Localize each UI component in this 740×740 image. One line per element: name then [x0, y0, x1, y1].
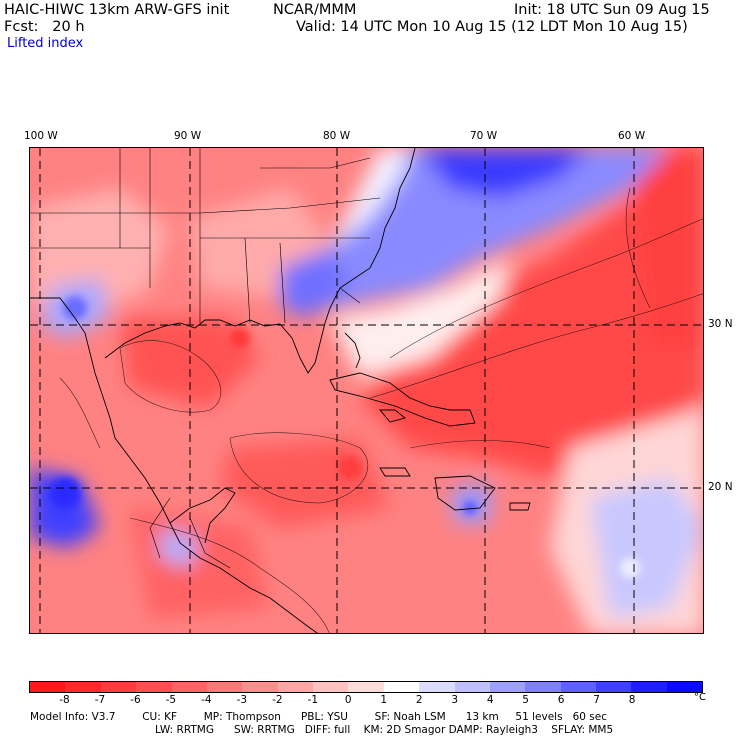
colorbar-unit: °C: [694, 692, 706, 703]
lifted-index-map: [29, 147, 704, 634]
colorbar-cell: [206, 682, 243, 692]
lon-label-60w: 60 W: [618, 130, 646, 142]
colorbar-cell: [454, 682, 490, 692]
colorbar-tick-label: -2: [272, 694, 283, 706]
lon-label-100w: 100 W: [24, 130, 58, 142]
colorbar-cell: [525, 682, 561, 692]
colorbar-tick-label: 1: [380, 694, 388, 706]
init-time: Init: 18 UTC Sun 09 Aug 15: [514, 2, 710, 18]
map-canvas: [30, 148, 703, 633]
colorbar: [29, 681, 703, 693]
lon-label-90w: 90 W: [174, 130, 202, 142]
colorbar-cell: [30, 682, 66, 692]
colorbar-tick-label: -3: [236, 694, 248, 706]
colorbar-cell: [596, 682, 632, 692]
colorbar-tick-label: 6: [557, 694, 565, 706]
model-info-line1: Model Info: V3.7 CU: KF MP: Thompson PBL…: [30, 711, 607, 723]
colorbar-cell: [383, 682, 420, 692]
graticule: [30, 148, 703, 633]
model-title: HAIC-HIWC 13km ARW-GFS init: [4, 2, 230, 18]
organization-label: NCAR/MMM: [273, 2, 357, 18]
colorbar-cell: [419, 682, 455, 692]
forecast-hour: Fcst: 20 h: [4, 19, 85, 35]
colorbar-tick-label: -8: [59, 694, 70, 706]
colorbar-tick-label: 4: [486, 694, 494, 706]
lon-label-70w: 70 W: [470, 130, 498, 142]
valid-time: Valid: 14 UTC Mon 10 Aug 15 (12 LDT Mon …: [296, 19, 688, 35]
colorbar-cell: [348, 682, 384, 692]
colorbar-tick-label: 0: [344, 694, 352, 706]
colorbar-cell: [631, 682, 667, 692]
colorbar-tick-label: 3: [451, 694, 459, 706]
colorbar-cell: [313, 682, 349, 692]
model-info-line2: LW: RRTMG SW: RRTMG DIFF: full KM: 2D Sm…: [155, 724, 614, 736]
colorbar-cell: [242, 682, 278, 692]
lat-label-30n: 30 N: [708, 318, 733, 330]
colorbar-cell: [171, 682, 207, 692]
colorbar-cell: [136, 682, 172, 692]
colorbar-tick-label: 8: [628, 694, 636, 706]
lon-label-80w: 80 W: [323, 130, 351, 142]
colorbar-cell: [489, 682, 526, 692]
colorbar-cell: [277, 682, 313, 692]
political-borders: [30, 148, 381, 569]
field-name: Lifted index: [7, 36, 84, 51]
colorbar-tick-label: -5: [165, 694, 177, 706]
colorbar-cell: [560, 682, 596, 692]
colorbar-tick-label: 2: [415, 694, 423, 706]
contour-lines: [59, 187, 703, 633]
field-detail: [49, 296, 640, 578]
lat-label-20n: 20 N: [708, 481, 733, 493]
colorbar-tick-label: -1: [307, 694, 319, 706]
colorbar-tick-label: 5: [522, 694, 529, 706]
colorbar-cell: [65, 682, 101, 692]
colorbar-cell: [100, 682, 137, 692]
colorbar-tick-label: -6: [130, 694, 141, 706]
colorbar-cell: [666, 682, 703, 692]
colorbar-tick-label: 7: [593, 694, 600, 706]
colorbar-tick-label: -4: [201, 694, 212, 706]
colorbar-tick-label: -7: [94, 694, 106, 706]
